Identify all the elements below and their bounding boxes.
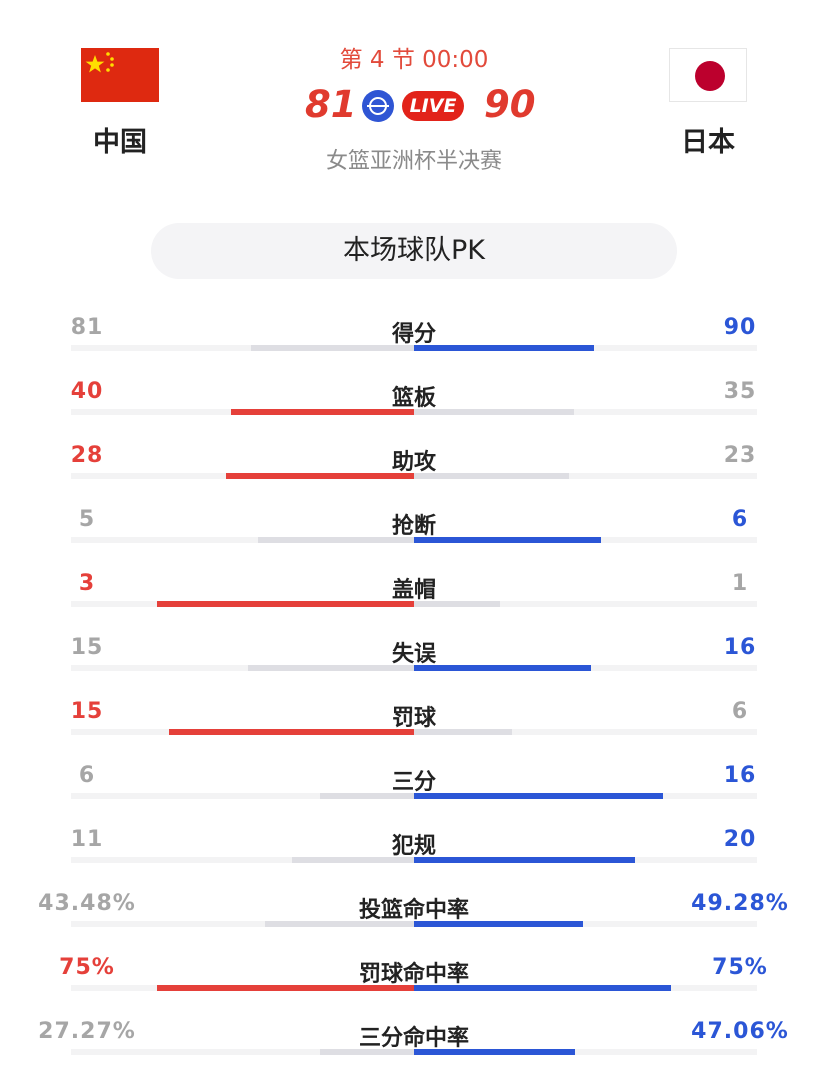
away-stat-value: 49.28%: [691, 891, 789, 916]
away-stat-value: 75%: [712, 955, 768, 980]
home-stat-bar: [157, 601, 414, 607]
away-stat-value: 6: [731, 507, 749, 532]
away-stat-bar: [414, 985, 671, 991]
home-team-name: 中国: [93, 127, 147, 158]
stat-row: 5 抢断 6: [0, 500, 828, 564]
away-stat-bar: [414, 729, 512, 735]
stat-label: 罚球命中率: [358, 962, 469, 987]
home-stat-value: 5: [78, 507, 96, 532]
home-stat-bar: [169, 729, 414, 735]
stat-label: 三分: [391, 770, 436, 795]
home-stat-bar: [320, 1049, 414, 1055]
home-stat-value: 15: [70, 635, 104, 660]
away-stat-bar: [414, 1049, 575, 1055]
away-stat-value: 6: [731, 699, 749, 724]
stat-row: 43.48% 投篮命中率 49.28%: [0, 884, 828, 948]
away-score: 90: [484, 83, 536, 126]
away-team-name: 日本: [681, 127, 735, 158]
home-score: 81: [305, 83, 357, 126]
stat-label: 失误: [391, 642, 436, 667]
stat-row: 11 犯规 20: [0, 820, 828, 884]
live-label: LIVE: [402, 91, 464, 121]
away-stat-value: 47.06%: [691, 1019, 789, 1044]
live-video-icon: [362, 90, 394, 122]
stat-row: 15 失误 16: [0, 628, 828, 692]
home-stat-value: 15: [70, 699, 104, 724]
stat-row: 27.27% 三分命中率 47.06%: [0, 1012, 828, 1076]
home-stat-value: 40: [70, 379, 104, 404]
stat-row: 3 盖帽 1: [0, 564, 828, 628]
home-stat-bar: [157, 985, 414, 991]
stat-row: 40 篮板 35: [0, 372, 828, 436]
game-period-clock: 第 4 节 00:00: [339, 47, 489, 73]
live-badge[interactable]: LIVE: [362, 88, 464, 124]
away-stat-bar: [414, 793, 663, 799]
stat-label: 盖帽: [391, 578, 436, 603]
home-stat-bar: [265, 921, 414, 927]
stat-label: 助攻: [391, 450, 436, 475]
home-stat-value: 11: [70, 827, 104, 852]
china-flag-icon: [81, 48, 159, 102]
japan-flag-icon: [669, 48, 747, 102]
team-pk-header: 本场球队PK: [151, 223, 677, 279]
home-stat-value: 81: [70, 315, 104, 340]
stat-label: 罚球: [391, 706, 436, 731]
home-stat-value: 3: [78, 571, 96, 596]
home-stat-bar: [226, 473, 414, 479]
stat-label: 得分: [391, 322, 436, 347]
stat-row: 6 三分 16: [0, 756, 828, 820]
stat-label: 三分命中率: [358, 1026, 469, 1051]
away-stat-bar: [414, 537, 601, 543]
away-stat-value: 90: [723, 315, 757, 340]
stat-label: 篮板: [391, 386, 436, 411]
stat-row: 81 得分 90: [0, 308, 828, 372]
stat-label: 抢断: [391, 514, 436, 539]
away-stat-bar: [414, 345, 594, 351]
stat-row: 15 罚球 6: [0, 692, 828, 756]
stat-row: 75% 罚球命中率 75%: [0, 948, 828, 1012]
away-stat-value: 35: [723, 379, 757, 404]
home-stat-bar: [248, 665, 414, 671]
home-stat-bar: [258, 537, 414, 543]
stat-row: 28 助攻 23: [0, 436, 828, 500]
away-stat-value: 20: [723, 827, 757, 852]
home-stat-value: 28: [70, 443, 104, 468]
home-stat-value: 6: [78, 763, 96, 788]
away-stat-bar: [414, 601, 500, 607]
home-stat-value: 43.48%: [38, 891, 136, 916]
home-stat-value: 75%: [59, 955, 115, 980]
home-stat-bar: [231, 409, 414, 415]
away-stat-bar: [414, 921, 583, 927]
home-stat-bar: [292, 857, 414, 863]
away-stat-bar: [414, 665, 591, 671]
stat-label: 投篮命中率: [358, 898, 469, 923]
away-stat-value: 16: [723, 635, 757, 660]
away-stat-bar: [414, 409, 574, 415]
competition-name: 女篮亚洲杯半决赛: [325, 149, 502, 174]
home-stat-bar: [320, 793, 414, 799]
home-stat-bar: [251, 345, 414, 351]
away-stat-bar: [414, 857, 635, 863]
away-stat-value: 23: [723, 443, 757, 468]
away-stat-bar: [414, 473, 569, 479]
away-stat-value: 1: [731, 571, 749, 596]
stat-label: 犯规: [391, 834, 436, 859]
away-stat-value: 16: [723, 763, 757, 788]
home-stat-value: 27.27%: [38, 1019, 136, 1044]
